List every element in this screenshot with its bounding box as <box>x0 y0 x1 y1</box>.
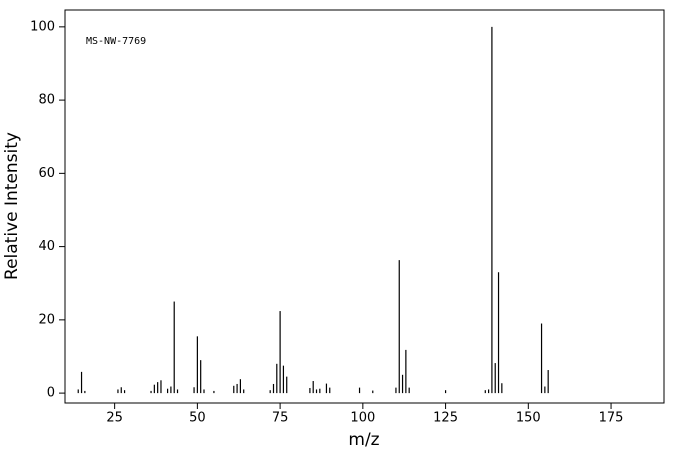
y-tick-label: 20 <box>38 312 55 327</box>
y-tick-label: 100 <box>30 19 55 34</box>
y-tick-label: 40 <box>38 239 55 254</box>
x-tick-label: 100 <box>350 411 375 426</box>
y-tick-label: 0 <box>47 386 55 401</box>
x-tick-label: 125 <box>433 411 458 426</box>
y-tick-label: 60 <box>38 166 55 181</box>
y-axis-label: Relative Intensity <box>2 132 22 280</box>
x-tick-label: 75 <box>272 411 289 426</box>
plot-frame <box>64 9 665 404</box>
annotation: MS-NW-7769 <box>86 36 146 47</box>
x-tick-label: 150 <box>516 411 541 426</box>
y-tick-label: 80 <box>38 93 55 108</box>
x-tick-label: 25 <box>106 411 123 426</box>
x-tick-label: 175 <box>599 411 624 426</box>
x-axis-label: m/z <box>348 430 379 450</box>
x-tick-label: 50 <box>189 411 206 426</box>
